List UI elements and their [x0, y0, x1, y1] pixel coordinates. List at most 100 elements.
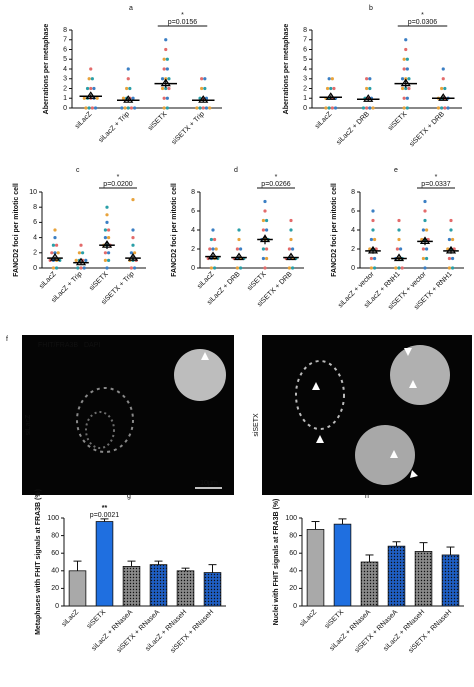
data-dot: [165, 106, 169, 110]
data-dot: [371, 228, 375, 232]
data-dot: [126, 67, 130, 71]
y-axis-title: Nuclei with FHIT signals at FRA3B (%): [273, 499, 280, 626]
data-dot: [402, 57, 406, 61]
data-dot: [92, 86, 96, 91]
y-tick-label: 8: [33, 204, 37, 211]
data-dot: [105, 220, 109, 224]
y-tick-label: 4: [33, 234, 37, 241]
data-dot: [211, 247, 215, 251]
nucleus: [390, 345, 450, 405]
bar: [414, 551, 433, 607]
data-dot: [87, 77, 91, 81]
data-dot: [82, 96, 86, 100]
data-dot: [407, 77, 411, 81]
data-dot: [198, 106, 202, 110]
y-tick-label: 5: [303, 56, 307, 63]
x-tick-label: siLacZ: [38, 270, 58, 290]
data-dot: [51, 243, 56, 247]
data-dot: [400, 266, 404, 270]
data-dot: [373, 237, 377, 242]
data-dot: [51, 266, 56, 270]
data-dot: [165, 67, 169, 71]
data-dot: [165, 96, 169, 100]
data-dot: [369, 256, 373, 261]
data-dot: [263, 209, 267, 213]
data-dot: [165, 57, 169, 61]
data-dot: [103, 251, 107, 255]
y-tick-label: 6: [351, 208, 355, 215]
panel-label: e: [394, 167, 398, 174]
data-dot: [84, 258, 88, 262]
mean-marker: [49, 253, 61, 261]
bar: [306, 529, 325, 607]
y-tick-label: 5: [63, 56, 67, 63]
data-dot: [203, 86, 207, 91]
data-dot: [50, 251, 54, 255]
mean-marker: [367, 245, 379, 254]
data-dot: [87, 106, 91, 110]
y-tick-label: 40: [51, 568, 59, 575]
data-dot: [56, 251, 60, 255]
data-dot: [55, 243, 59, 247]
data-dot: [239, 247, 243, 251]
panel-label: d: [234, 167, 238, 174]
data-dot: [103, 228, 107, 232]
x-tick-label: siSETX + Trip: [171, 111, 206, 146]
data-dot: [446, 106, 450, 110]
x-tick-label: siLacZ + Trip: [98, 111, 131, 144]
data-dot: [327, 106, 331, 110]
mean-marker: [400, 78, 411, 87]
data-dot: [404, 38, 408, 42]
data-dot: [421, 256, 425, 261]
data-dot: [397, 266, 401, 270]
data-dot: [162, 67, 166, 71]
y-tick-label: 3: [303, 76, 307, 83]
bar: [203, 572, 222, 607]
data-dot: [324, 106, 328, 110]
data-dot: [404, 86, 408, 91]
data-dot: [441, 67, 445, 71]
data-dot: [404, 47, 408, 52]
data-dot: [395, 247, 399, 251]
mean-marker: [445, 245, 457, 254]
data-dot: [400, 86, 405, 91]
data-dot: [325, 86, 330, 91]
data-dot: [162, 106, 166, 110]
data-dot: [76, 266, 80, 270]
mean-marker: [233, 252, 245, 261]
y-axis-title: Metaphases with FHIT signals at FRA3B (%…: [35, 489, 42, 635]
data-dot: [107, 251, 111, 255]
data-dot: [162, 57, 166, 61]
data-dot: [373, 266, 377, 270]
y-axis-title: FANCD2 foci per mitotic cell: [171, 183, 178, 277]
data-dot: [53, 236, 57, 240]
data-dot: [402, 96, 406, 100]
data-dot: [397, 237, 401, 242]
y-tick-label: 0: [191, 265, 195, 272]
y-tick-label: 4: [303, 66, 307, 73]
data-dot: [105, 205, 109, 209]
data-dot: [209, 266, 213, 270]
bar: [387, 545, 406, 607]
data-dot: [204, 106, 209, 110]
data-dot: [287, 247, 291, 251]
mean-marker: [101, 240, 113, 248]
mean-marker: [285, 252, 297, 261]
x-tick-label: siLacZ: [74, 110, 94, 130]
data-dot: [90, 106, 94, 110]
y-tick-label: 10: [29, 189, 37, 196]
data-dot: [327, 77, 331, 81]
data-dot: [397, 218, 401, 223]
data-dot: [95, 96, 99, 100]
data-dot: [235, 247, 239, 251]
data-dot: [368, 77, 372, 81]
data-dot: [133, 266, 137, 270]
data-dot: [209, 237, 213, 242]
data-dot: [421, 247, 425, 251]
data-dot: [423, 209, 427, 213]
data-dot: [167, 77, 171, 81]
data-dot: [201, 106, 205, 110]
data-dot: [291, 247, 295, 251]
data-dot: [402, 67, 406, 71]
